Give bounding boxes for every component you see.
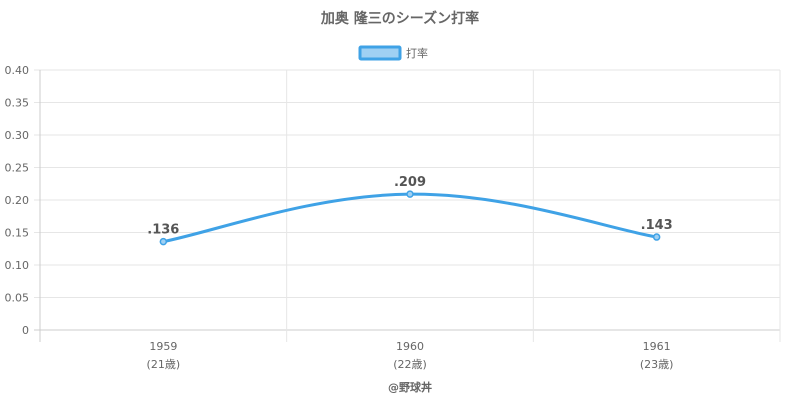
series-line [163, 192, 657, 244]
x-tick-label: 1959 [149, 340, 177, 353]
y-tick-label: 0.15 [5, 227, 30, 240]
series-layer [159, 190, 661, 246]
gridlines [34, 69, 781, 342]
data-point[interactable] [406, 190, 414, 198]
x-tick-label: 1961 [643, 340, 671, 353]
y-tick-label: 0.20 [5, 194, 30, 207]
x-tick-label: 1960 [396, 340, 424, 353]
data-label: .136 [147, 223, 179, 238]
y-tick-label: 0.25 [5, 162, 30, 175]
data-point[interactable] [652, 233, 661, 241]
data-label: .209 [394, 175, 426, 190]
x-tick-sublabel: (21歳) [147, 358, 181, 371]
legend[interactable]: 打率 [358, 45, 428, 61]
y-tick-label: 0.30 [5, 129, 30, 142]
y-tick-label: 0.05 [5, 292, 30, 305]
y-tick-label: 0.40 [5, 64, 30, 77]
y-tick-label: 0.10 [5, 259, 30, 272]
data-labels: .136 .209 .143 [147, 175, 672, 237]
y-tick-label: 0.35 [5, 97, 30, 110]
credit-text: @野球丼 [388, 380, 432, 394]
data-point[interactable] [159, 237, 168, 246]
data-label: .143 [641, 218, 673, 233]
chart-title: 加奥 隆三のシーズン打率 [320, 10, 479, 27]
axes: 0 0.05 0.10 0.15 0.20 0.25 0.30 0.35 0.40 1959 (21… [5, 64, 674, 371]
legend-label: 打率 [406, 46, 428, 60]
legend-swatch [358, 45, 402, 61]
y-tick-label: 0 [22, 324, 29, 337]
x-tick-sublabel: (22歳) [393, 358, 427, 371]
x-tick-sublabel: (23歳) [640, 358, 674, 371]
